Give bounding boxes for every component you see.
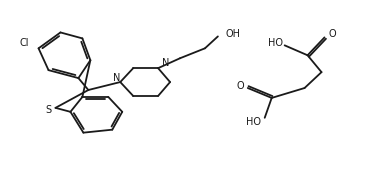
Text: S: S <box>46 105 52 115</box>
Text: O: O <box>328 29 336 40</box>
Text: N: N <box>162 58 170 68</box>
Text: O: O <box>236 81 244 91</box>
Text: HO: HO <box>246 117 261 127</box>
Text: N: N <box>113 73 120 83</box>
Text: HO: HO <box>268 38 283 48</box>
Text: Cl: Cl <box>19 38 29 48</box>
Text: OH: OH <box>226 29 241 40</box>
